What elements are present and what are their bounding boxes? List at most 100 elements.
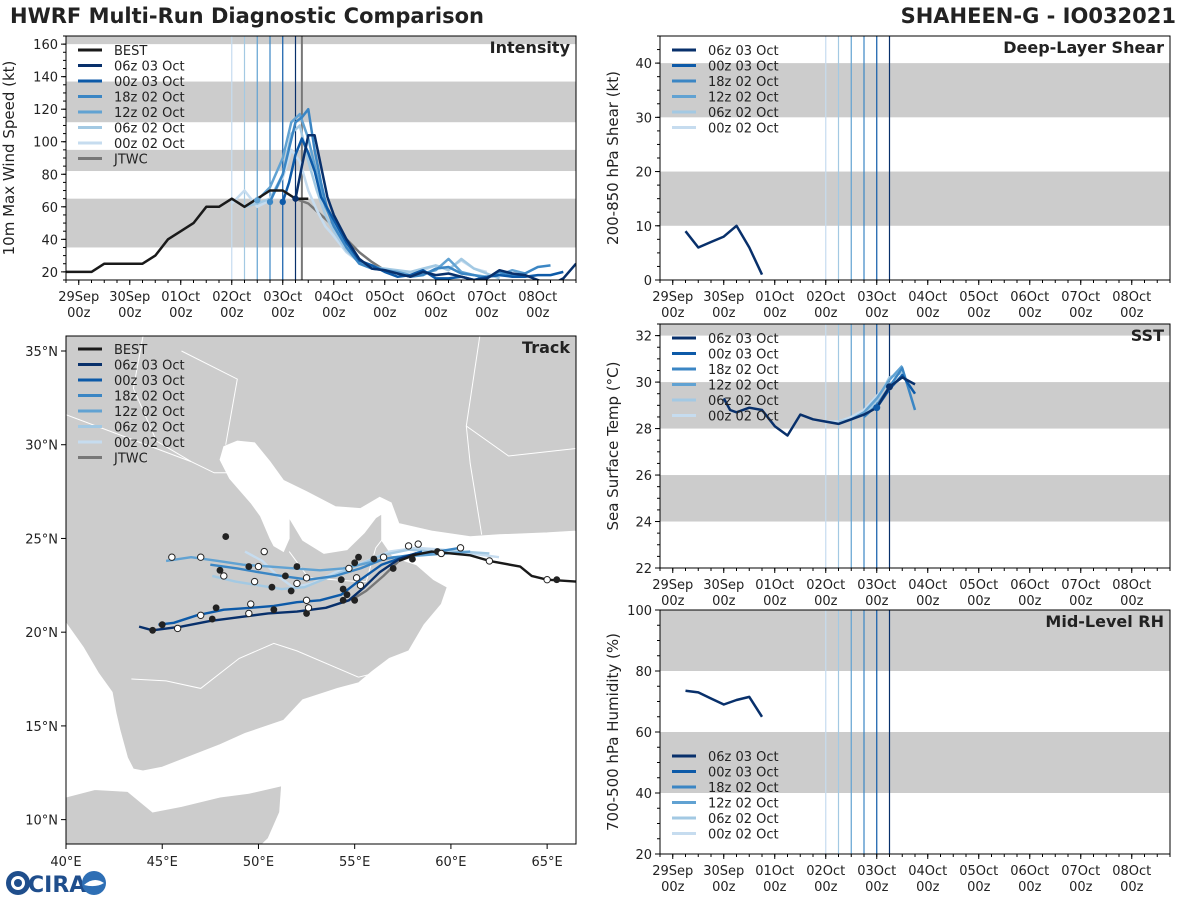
init-point xyxy=(254,197,261,204)
x-tick-label: 00z xyxy=(424,306,448,321)
y-tick-label: 15°N xyxy=(25,720,58,735)
legend-label: 18z 02 Oct xyxy=(708,75,779,90)
init-point xyxy=(279,198,286,206)
shade-band xyxy=(660,382,1170,429)
legend-label: 00z 02 Oct xyxy=(708,122,779,137)
x-tick-label: 29Sep xyxy=(652,290,693,305)
legend-label: 00z 02 Oct xyxy=(114,436,185,451)
plot-area xyxy=(66,36,576,280)
legend-label: JTWC xyxy=(113,452,148,467)
y-tick-label: 40 xyxy=(635,787,652,802)
legend-label: 12z 02 Oct xyxy=(708,379,779,394)
x-tick-label: 02Oct xyxy=(806,578,845,593)
legend-label: 18z 02 Oct xyxy=(708,363,779,378)
x-tick-label: 00z xyxy=(1120,880,1144,895)
legend-label: 00z 03 Oct xyxy=(708,348,779,363)
y-tick-label: 26 xyxy=(635,469,652,484)
figure-title: HWRF Multi-Run Diagnostic Comparison xyxy=(10,4,485,28)
track-point xyxy=(245,563,253,570)
track-point-open xyxy=(250,577,259,586)
track-point-open xyxy=(404,542,413,550)
y-tick-label: 20 xyxy=(635,848,652,863)
legend-label: 00z 02 Oct xyxy=(114,137,185,152)
x-tick-label: 00z xyxy=(67,306,91,321)
track-point xyxy=(409,555,416,563)
series-line-06z-03-oct xyxy=(685,689,764,718)
x-tick-label: 00z xyxy=(712,880,736,895)
shade-band xyxy=(660,171,1170,226)
track-point-open xyxy=(168,553,176,561)
track-point xyxy=(222,533,230,540)
x-tick-label: 02Oct xyxy=(806,290,845,305)
track-line-12z-02-oct xyxy=(165,550,471,572)
y-tick-label: 30 xyxy=(635,111,652,126)
track-point-open xyxy=(173,624,182,633)
panel-shear: 01020304029Sep00z30Sep00z01Oct00z02Oct00… xyxy=(604,35,1171,321)
track-point-open xyxy=(245,609,253,618)
x-tick-label: 00z xyxy=(916,880,940,895)
legend-label: 06z 03 Oct xyxy=(708,332,779,347)
legend-label: 06z 02 Oct xyxy=(708,812,779,827)
track-point xyxy=(216,566,224,574)
x-tick-label: 50°E xyxy=(243,855,274,870)
panel-title: Deep-Layer Shear xyxy=(1003,38,1164,57)
y-tick-label: 160 xyxy=(33,38,58,53)
x-tick-label: 00z xyxy=(865,594,889,609)
storm-id: SHAHEEN-G - IO032021 xyxy=(900,4,1176,28)
x-tick-label: 00z xyxy=(967,594,991,609)
x-tick-label: 06Oct xyxy=(1010,290,1049,305)
country-border xyxy=(190,461,228,474)
y-axis-label: 10m Max Wind Speed (kt) xyxy=(0,61,18,256)
shade-band xyxy=(660,475,1170,522)
x-tick-label: 05Oct xyxy=(959,864,998,879)
x-tick-label: 65°E xyxy=(531,855,562,870)
track-point xyxy=(370,555,378,563)
y-tick-label: 40 xyxy=(41,233,58,248)
x-tick-label: 00z xyxy=(475,306,499,321)
x-tick-label: 00z xyxy=(763,594,787,609)
x-tick-label: 08Oct xyxy=(518,290,557,305)
y-tick-label: 120 xyxy=(33,103,58,118)
series-line-best xyxy=(66,189,309,274)
series-line-06z-03-oct xyxy=(294,133,576,280)
legend-label: 06z 02 Oct xyxy=(708,394,779,409)
plot-area xyxy=(660,324,1170,568)
track-point-open xyxy=(304,604,313,612)
legend-label: BEST xyxy=(114,44,147,59)
x-tick-label: 07Oct xyxy=(1061,290,1100,305)
y-tick-label: 20 xyxy=(635,166,652,181)
panel-title: Intensity xyxy=(490,38,571,57)
shade-band xyxy=(660,610,1170,671)
x-tick-label: 00z xyxy=(763,306,787,321)
legend-label: 12z 02 Oct xyxy=(708,797,779,812)
track-point-open xyxy=(260,547,268,556)
x-tick-label: 00z xyxy=(1069,594,1093,609)
land-africa xyxy=(66,785,282,844)
x-tick-label: 00z xyxy=(661,594,685,609)
panel-frame xyxy=(65,335,577,845)
x-tick-label: 00z xyxy=(1069,880,1093,895)
x-tick-label: 00z xyxy=(322,306,346,321)
x-tick-label: 03Oct xyxy=(263,290,302,305)
legend-label: 00z 02 Oct xyxy=(708,410,779,425)
legend-label: 00z 03 Oct xyxy=(708,60,779,75)
x-tick-label: 01Oct xyxy=(755,864,794,879)
x-tick-label: 00z xyxy=(169,306,193,321)
x-tick-label: 07Oct xyxy=(1061,578,1100,593)
track-point xyxy=(212,604,220,612)
x-tick-label: 30Sep xyxy=(109,290,150,305)
track-point-open xyxy=(437,549,445,558)
series-line-12z-02-oct xyxy=(256,112,526,278)
y-tick-label: 30 xyxy=(635,376,652,391)
track-point xyxy=(389,565,397,572)
track-point xyxy=(268,583,276,591)
track-point xyxy=(339,596,347,604)
panel-title: Track xyxy=(522,338,570,357)
y-axis-label: 700-500 hPa Humidity (%) xyxy=(604,633,622,831)
x-tick-label: 00z xyxy=(526,306,550,321)
track-point-open xyxy=(197,553,205,561)
x-tick-label: 05Oct xyxy=(365,290,404,305)
x-tick-label: 30Sep xyxy=(703,864,744,879)
x-tick-label: 00z xyxy=(373,306,397,321)
